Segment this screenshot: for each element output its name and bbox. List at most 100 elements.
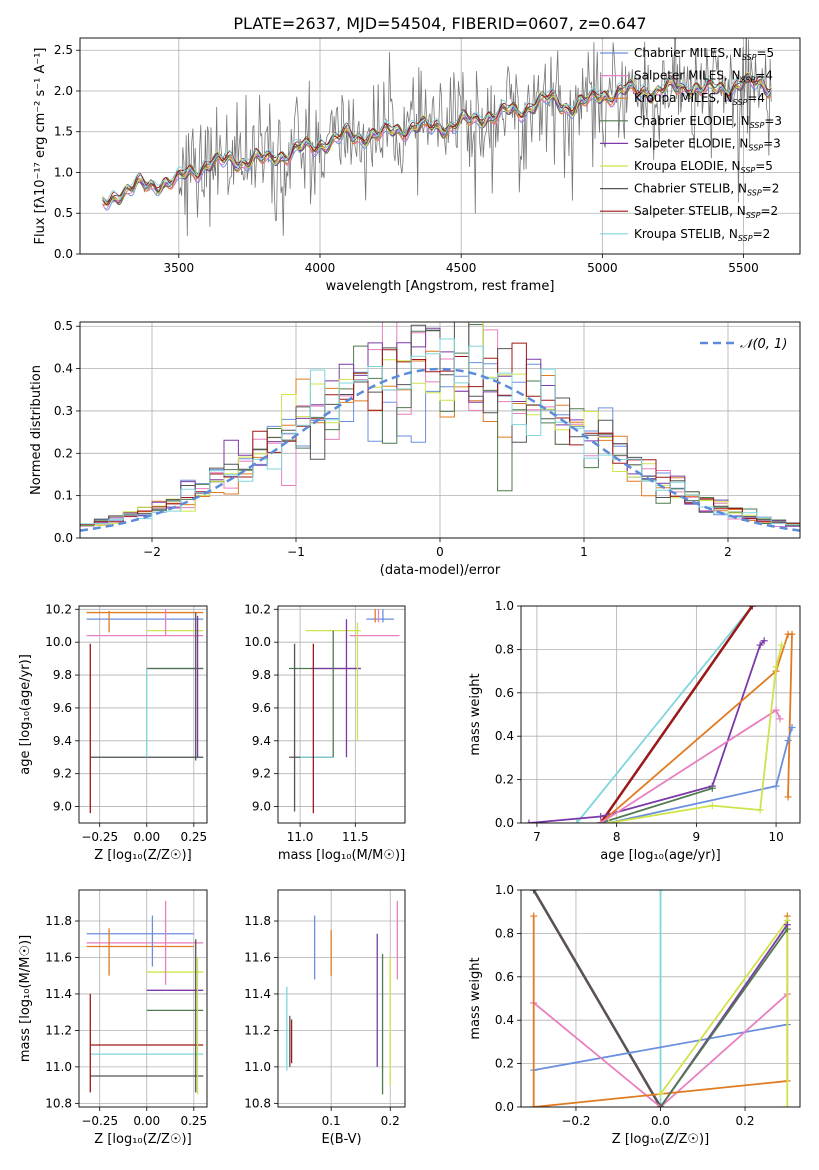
legend-suffix: =4 xyxy=(755,69,773,83)
series-marker-chabrier_stelib xyxy=(530,890,538,894)
series-marker-chabrier_miles xyxy=(784,737,792,745)
legend-text: Kroupa ELODIE, N xyxy=(634,159,741,173)
axis: −0.25 0.00 0.25 9.0 9.2 9.4 9.6 9.8 10.0 10.2 Z [l… xyxy=(18,602,208,863)
axis: 0.1 0.2 10.8 11.0 11.2 11.4 11.6 11.8 E(B-V) xyxy=(244,889,406,1147)
grid xyxy=(278,606,405,823)
y-tick-label: 11.2 xyxy=(45,1023,72,1037)
legend-subscript: SSP xyxy=(741,166,756,175)
axis: 3500 4000 4500 5000 5500 0.0 0.5 1.0 1.5 2.0 2.5 wa… xyxy=(33,37,801,294)
series-marker-salpeter_miles xyxy=(597,819,605,823)
series-marker-kroupa_elodie xyxy=(657,1090,664,1098)
y-tick-label: 2.0 xyxy=(54,84,73,98)
y-tick-label: 11.0 xyxy=(45,1060,72,1074)
legend-subscript: SSP xyxy=(741,76,756,85)
plot-area xyxy=(286,900,398,1095)
legend-subscript: SSP xyxy=(733,98,748,107)
legend-entry-salpeter_miles: Salpeter MILES, NSSP=4 xyxy=(634,69,773,85)
series-marker-kroupa_miles xyxy=(788,630,796,638)
x-tick-label: 0.25 xyxy=(180,1114,207,1128)
x-tick-label: 1 xyxy=(580,545,588,559)
model-line-salpeter_stelib xyxy=(102,75,772,205)
axes-frame xyxy=(79,37,801,255)
legend-text: Salpeter STELIB, N xyxy=(634,204,746,218)
y-tick-label: 9.0 xyxy=(252,800,271,814)
y-tick-label: 10.0 xyxy=(45,635,72,649)
axis: −0.25 0.00 0.25 10.8 11.0 11.2 11.4 11.6 11.8 Z [… xyxy=(18,889,208,1147)
y-tick-label: 11.2 xyxy=(244,1023,271,1037)
y-tick-label: 10.8 xyxy=(244,1096,271,1110)
legend-suffix: =3 xyxy=(763,136,781,150)
panel-mass_vs_ebv: 0.1 0.2 10.8 11.0 11.2 11.4 11.6 11.8 E(B-V) xyxy=(244,889,406,1147)
y-tick-label: 0.5 xyxy=(54,319,73,333)
y-tick-label: 1.0 xyxy=(495,599,514,613)
axes-frame xyxy=(277,605,406,824)
series-marker-chabrier_miles xyxy=(788,724,796,732)
y-tick-label: 0.4 xyxy=(54,362,73,376)
y-tick-label: 10.2 xyxy=(45,602,72,616)
series-marker-kroupa_elodie xyxy=(783,1103,791,1107)
histogram-kroupa_elodie xyxy=(80,322,800,526)
series-line-salpeter_miles xyxy=(600,708,781,823)
legend-text: Salpeter MILES, N xyxy=(634,69,741,83)
histogram-kroupa_stelib xyxy=(80,338,800,526)
plot-area xyxy=(80,322,800,532)
y-tick-label: 10.0 xyxy=(244,635,271,649)
y-tick-label: 0.0 xyxy=(495,816,514,830)
y-tick-label: 0.4 xyxy=(495,1013,514,1027)
axes-layer: 3500 4000 4500 5000 5500 0.0 0.5 1.0 1.5 2.0 2.5 wa… xyxy=(18,37,801,1147)
plot-area xyxy=(86,609,204,814)
series-line-chabrier_elodie xyxy=(600,787,713,823)
panel-massweight_vs_age: 7 8 9 10 0.0 0.2 0.4 0.6 0.8 1.0 age [log₁₀(age/yr… xyxy=(468,599,801,863)
panel-mass_vs_Z: −0.25 0.00 0.25 10.8 11.0 11.2 11.4 11.6 11.8 Z [… xyxy=(18,889,208,1147)
x-tick-label: 11.0 xyxy=(287,830,314,844)
legend-text: Chabrier MILES, N xyxy=(634,46,742,60)
y-tick-label: 10.8 xyxy=(45,1096,72,1110)
grid xyxy=(278,890,405,1107)
series-line-salpeter_stelib xyxy=(599,606,754,823)
axes-frame xyxy=(79,321,801,539)
series-line-chabrier_stelib xyxy=(532,890,662,1107)
panel-age_vs_mass: 11.0 11.5 9.0 9.2 9.4 9.6 9.8 10.0 10.2 mass [log… xyxy=(244,602,406,863)
y-tick-label: 0.1 xyxy=(54,489,73,503)
legend-subscript: SSP xyxy=(750,121,765,130)
legend-text: Chabrier ELODIE, N xyxy=(634,114,750,128)
y-tick-label: 0.6 xyxy=(495,686,514,700)
x-tick-label: 2 xyxy=(724,545,732,559)
legend-suffix: =5 xyxy=(755,159,773,173)
series-marker-salpeter_stelib xyxy=(748,606,756,610)
x-axis-label: wavelength [Angstrom, rest frame] xyxy=(326,279,555,294)
plot-area xyxy=(525,606,796,823)
legend-entry-kroupa_miles: Kroupa MILES, NSSP=4 xyxy=(634,91,765,107)
y-tick-label: 11.6 xyxy=(244,950,271,964)
legend-entry-kroupa_stelib: Kroupa STELIB, NSSP=2 xyxy=(634,227,770,243)
y-tick-label: 11.8 xyxy=(45,914,72,928)
x-axis-label: Z [log₁₀(Z/Z☉)] xyxy=(94,848,191,863)
x-tick-label: −0.2 xyxy=(561,1114,590,1128)
x-tick-label: 5000 xyxy=(587,261,618,275)
y-tick-label: 11.6 xyxy=(45,950,72,964)
series-marker-chabrier_elodie xyxy=(708,784,716,792)
series-marker-kroupa_elodie xyxy=(605,819,613,823)
plot-area xyxy=(530,890,791,1107)
y-tick-label: 10.2 xyxy=(244,602,271,616)
y-tick-label: 9.4 xyxy=(53,734,72,748)
y-tick-label: 9.8 xyxy=(252,668,271,682)
x-tick-label: 0.0 xyxy=(651,1114,670,1128)
legend-entry-salpeter_elodie: Salpeter ELODIE, NSSP=3 xyxy=(634,136,781,152)
legend: 𝒩(0, 1) xyxy=(700,337,787,352)
plot-area xyxy=(86,900,204,1095)
x-tick-label: 0.00 xyxy=(133,830,160,844)
x-tick-label: 0.2 xyxy=(735,1114,754,1128)
series-marker-chabrier_elodie xyxy=(783,925,791,933)
series-marker-salpeter_elodie xyxy=(597,812,605,820)
y-tick-label: 0.2 xyxy=(54,446,73,460)
legend-text: Salpeter ELODIE, N xyxy=(634,136,748,150)
y-tick-label: 9.8 xyxy=(53,668,72,682)
x-tick-label: 0 xyxy=(436,545,444,559)
series-line-salpeter_miles xyxy=(533,993,788,1107)
y-axis-label: age [log₁₀(age/yr)] xyxy=(18,654,33,775)
legend-suffix: =5 xyxy=(756,46,774,60)
grid xyxy=(79,606,207,823)
axes-frame xyxy=(520,605,801,824)
